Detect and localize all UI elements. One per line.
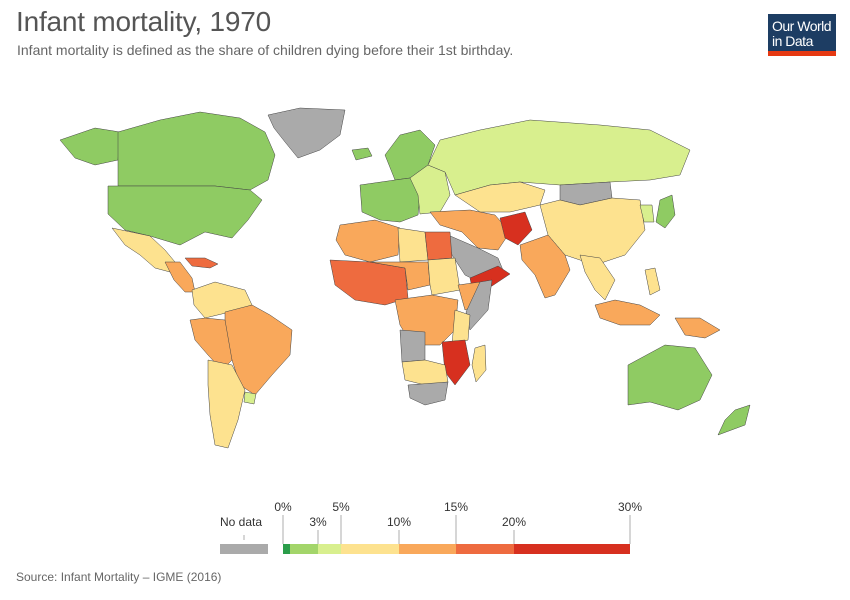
map-legend: No data 0% 3% 5% 10% 15% 20% 30% — [220, 500, 642, 554]
region-greenland[interactable] — [267, 107, 346, 159]
region-usa[interactable] — [107, 185, 263, 246]
logo-line-1: Our World — [772, 18, 832, 34]
legend-no-data-label: No data — [220, 515, 262, 529]
source-note: Source: Infant Mortality – IGME (2016) — [16, 570, 222, 584]
region-north-africa[interactable] — [335, 219, 401, 263]
logo-line-2: in Data — [772, 33, 813, 49]
legend-tick-label: 3% — [309, 515, 327, 529]
legend-bins: 0% 3% 5% 10% 15% 20% 30% — [274, 500, 642, 554]
region-libya[interactable] — [397, 227, 429, 263]
legend-tick-label: 10% — [387, 515, 411, 529]
region-central-america[interactable] — [164, 261, 196, 293]
region-india[interactable] — [519, 234, 571, 299]
chart-title: Infant mortality, 1970 — [16, 6, 271, 37]
region-new-zealand[interactable] — [717, 404, 751, 436]
region-angola[interactable] — [399, 329, 426, 363]
legend-bin-3 — [341, 544, 399, 554]
region-iceland[interactable] — [351, 147, 373, 161]
legend-no-data-swatch — [220, 544, 268, 554]
region-madagascar[interactable] — [471, 344, 487, 383]
legend-tick-label: 20% — [502, 515, 526, 529]
legend-tick-label: 15% — [444, 500, 468, 514]
legend-bin-2 — [318, 544, 341, 554]
logo-accent-bar — [768, 51, 836, 56]
region-western-europe[interactable] — [359, 177, 421, 223]
region-australia[interactable] — [627, 344, 713, 411]
region-korea[interactable] — [639, 204, 655, 223]
region-russia[interactable] — [427, 119, 691, 196]
region-indonesia[interactable] — [594, 299, 661, 326]
region-east-africa[interactable] — [451, 309, 471, 346]
region-caribbean[interactable] — [184, 257, 219, 269]
region-afghanistan[interactable] — [499, 211, 533, 246]
region-somalia[interactable] — [465, 279, 493, 331]
legend-bin-5 — [456, 544, 514, 554]
chart-subtitle: Infant mortality is defined as the share… — [17, 42, 514, 58]
region-alaska[interactable] — [59, 127, 121, 166]
region-south-africa[interactable] — [407, 381, 449, 406]
legend-tick-label: 30% — [618, 500, 642, 514]
region-egypt[interactable] — [424, 231, 453, 261]
region-canada[interactable] — [117, 111, 276, 191]
legend-tick-label: 5% — [332, 500, 350, 514]
region-japan[interactable] — [655, 194, 676, 229]
region-argentina-chile[interactable] — [207, 359, 246, 449]
region-southern-africa[interactable] — [401, 359, 449, 386]
region-philippines[interactable] — [644, 267, 661, 296]
legend-tick-label: 0% — [274, 500, 292, 514]
legend-bin-4 — [399, 544, 456, 554]
legend-bin-1 — [290, 544, 318, 554]
region-central-asia[interactable] — [454, 181, 546, 213]
world-map — [59, 107, 751, 449]
region-southeast-asia[interactable] — [579, 254, 616, 301]
legend-bin-6 — [514, 544, 630, 554]
owid-logo[interactable]: Our World in Data — [768, 14, 836, 56]
region-sudan[interactable] — [427, 257, 461, 296]
region-turkey-iran[interactable] — [429, 209, 511, 251]
region-png[interactable] — [674, 317, 721, 339]
region-uruguay[interactable] — [243, 391, 257, 405]
legend-bin-0 — [283, 544, 290, 554]
